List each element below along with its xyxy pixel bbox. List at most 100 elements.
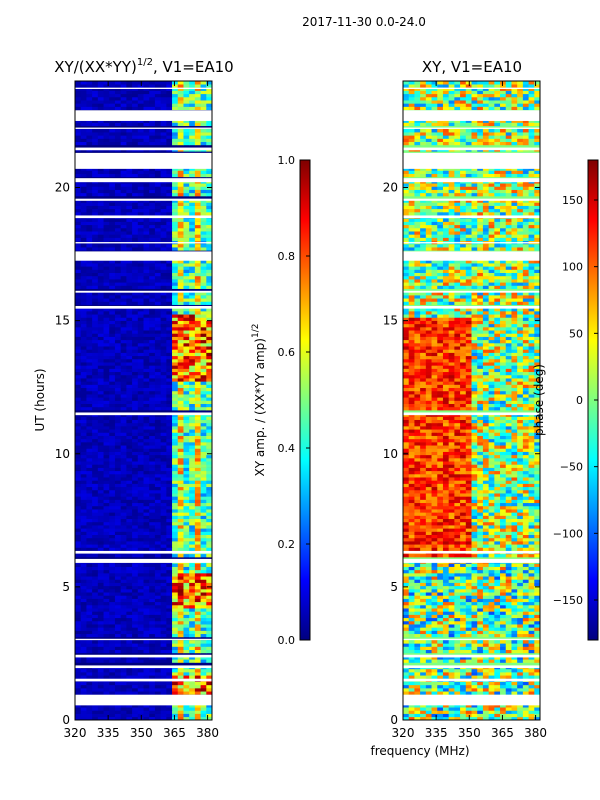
- left-heatmap-cell: [166, 614, 173, 619]
- left-heatmap-cell: [86, 604, 93, 609]
- left-heatmap-cell: [120, 604, 127, 609]
- left-heatmap-cell: [189, 445, 196, 449]
- left-heatmap-cell: [137, 381, 144, 385]
- left-heatmap-cell: [86, 464, 93, 468]
- left-heatmap-cell: [160, 272, 167, 277]
- left-heatmap-cell: [149, 330, 156, 334]
- left-heatmap-cell: [172, 371, 179, 376]
- left-heatmap-cell: [172, 473, 179, 478]
- left-heatmap-cell: [194, 620, 201, 625]
- left-heatmap-cell: [160, 227, 167, 232]
- left-heatmap-cell: [103, 518, 110, 523]
- left-heatmap-cell: [114, 266, 122, 270]
- left-heatmap-cell: [109, 202, 116, 206]
- right-heatmap-cell: [534, 630, 540, 635]
- left-heatmap-cell: [183, 291, 190, 296]
- right-heatmap-cell: [465, 611, 472, 615]
- left-heatmap-cell: [166, 247, 173, 251]
- left-heatmap-cell: [132, 352, 139, 357]
- left-heatmap-cell: [132, 183, 139, 187]
- left-heatmap-cell: [154, 528, 162, 532]
- left-heatmap-cell: [194, 467, 201, 472]
- left-heatmap-cell: [200, 473, 207, 478]
- left-heatmap-cell: [194, 688, 201, 692]
- left-heatmap-cell: [206, 467, 212, 472]
- left-heatmap-cell: [200, 470, 207, 475]
- right-heatmap-cell: [494, 614, 501, 619]
- left-heatmap-cell: [120, 132, 127, 136]
- left-heatmap-cell: [80, 672, 87, 676]
- left-heatmap-cell: [92, 569, 99, 574]
- left-heatmap-cell: [97, 573, 104, 577]
- right-heatmap-cell: [442, 707, 450, 711]
- left-heatmap-cell: [183, 713, 190, 718]
- left-heatmap-cell: [126, 362, 133, 366]
- left-heatmap-cell: [206, 208, 212, 213]
- left-heatmap-cell: [103, 211, 110, 216]
- left-heatmap-cell: [189, 237, 196, 242]
- left-heatmap-cell: [154, 547, 162, 551]
- left-heatmap-cell: [103, 192, 110, 197]
- right-heatmap-cell: [522, 688, 529, 692]
- left-heatmap-cell: [189, 269, 196, 273]
- left-heatmap-cell: [103, 227, 110, 232]
- right-heatmap-cell: [494, 681, 501, 686]
- left-heatmap-cell: [154, 659, 162, 663]
- left-heatmap-cell: [194, 384, 201, 389]
- right-heatmap-cell: [511, 684, 518, 689]
- left-heatmap-cell: [137, 368, 144, 373]
- right-heatmap-cell: [494, 646, 501, 651]
- left-heatmap-cell: [200, 448, 207, 452]
- left-heatmap-cell: [189, 243, 196, 248]
- left-heatmap-cell: [143, 691, 150, 695]
- left-heatmap-cell: [149, 374, 156, 379]
- left-heatmap-cell: [160, 438, 167, 443]
- left-heatmap-cell: [183, 489, 190, 494]
- left-heatmap-cell: [200, 451, 207, 456]
- left-heatmap-cell: [126, 643, 133, 647]
- left-heatmap-cell: [206, 352, 212, 357]
- left-heatmap-cell: [86, 365, 93, 369]
- left-heatmap-cell: [200, 458, 207, 462]
- left-heatmap-cell: [126, 646, 133, 651]
- left-heatmap-cell: [114, 608, 122, 612]
- left-heatmap-cell: [183, 640, 190, 644]
- left-heatmap-cell: [160, 681, 167, 686]
- left-heatmap-cell: [114, 135, 122, 139]
- left-heatmap-cell: [206, 633, 212, 638]
- left-heatmap-cell: [75, 211, 82, 216]
- left-heatmap-cell: [194, 314, 201, 318]
- left-heatmap-cell: [126, 317, 133, 321]
- right-heatmap-cell: [494, 704, 501, 708]
- left-heatmap-cell: [137, 589, 144, 593]
- right-heatmap-cell: [465, 684, 472, 689]
- left-heatmap-cell: [200, 202, 207, 206]
- left-heatmap-cell: [75, 199, 82, 203]
- right-heatmap-cell: [460, 646, 467, 651]
- left-heatmap-cell: [92, 218, 99, 222]
- left-heatmap-cell: [183, 544, 190, 548]
- left-heatmap-cell: [177, 119, 184, 123]
- left-heatmap-cell: [166, 467, 173, 472]
- left-heatmap-cell: [206, 285, 212, 289]
- left-heatmap-cell: [172, 167, 179, 171]
- left-heatmap-cell: [183, 458, 190, 462]
- left-heatmap-cell: [160, 84, 167, 88]
- left-heatmap-cell: [137, 435, 144, 440]
- right-heatmap-cell: [448, 668, 455, 673]
- left-heatmap-cell: [75, 173, 82, 178]
- left-heatmap-cell: [206, 713, 212, 718]
- left-heatmap-cell: [97, 528, 104, 532]
- left-heatmap-cell: [149, 668, 156, 673]
- left-heatmap-cell: [75, 525, 82, 529]
- left-heatmap-cell: [200, 563, 207, 567]
- left-heatmap-cell: [160, 397, 167, 401]
- left-heatmap-cell: [97, 346, 104, 350]
- left-heatmap-cell: [114, 544, 122, 548]
- left-heatmap-cell: [126, 435, 133, 440]
- left-heatmap-cell: [183, 231, 190, 235]
- left-heatmap-cell: [172, 486, 179, 491]
- left-heatmap-cell: [154, 307, 162, 312]
- left-heatmap-cell: [160, 362, 167, 366]
- left-heatmap-cell: [75, 333, 82, 337]
